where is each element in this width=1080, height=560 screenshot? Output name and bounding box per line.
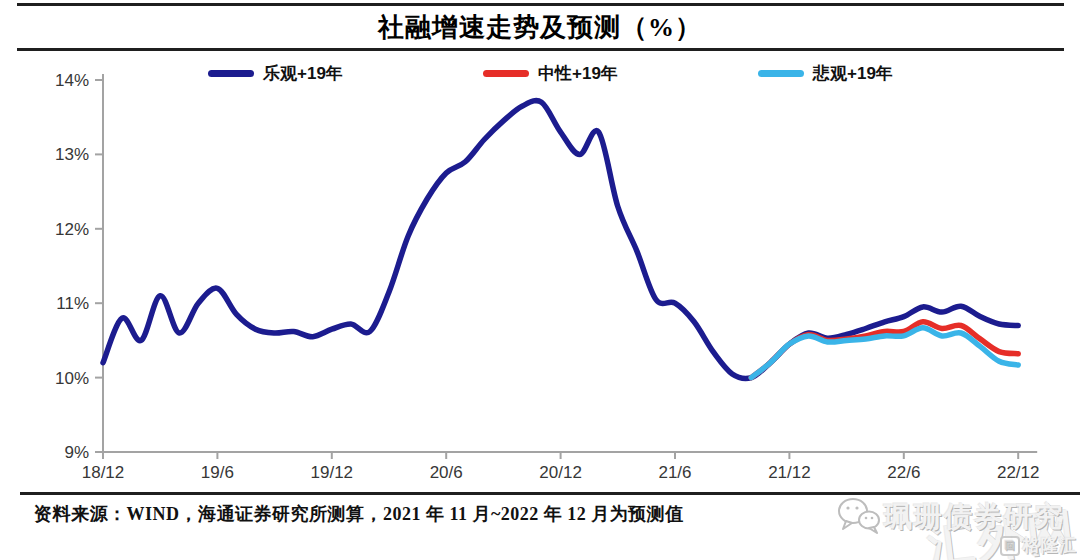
line-chart: 14% 13% 12% 11% 10% 9%18/12 19/6 19/12 20/6 20/12…: [0, 0, 1080, 490]
data-source-note: 资料来源：WIND，海通证券研究所测算，2021 年 11 月~2022 年 1…: [34, 502, 684, 526]
x-axis-label: 19/6: [201, 463, 234, 482]
gelonghui-logo-icon: 回: [1000, 536, 1020, 556]
neutral-line: [751, 322, 1018, 378]
x-axis-label: 21/6: [658, 463, 691, 482]
y-axis-label: 11%: [56, 294, 89, 313]
x-axis-label: 21/12: [768, 463, 811, 482]
gelonghui-logo-text: 格隆汇: [1023, 534, 1077, 557]
x-axis-label: 18/12: [82, 463, 125, 482]
y-axis-label: 13%: [55, 145, 89, 164]
x-axis-label: 22/12: [997, 463, 1040, 482]
axis-lines: [103, 74, 1037, 452]
y-axis-label: 14%: [55, 71, 89, 90]
footer-divider-line: [20, 492, 1080, 495]
x-axis-label: 20/6: [430, 463, 463, 482]
y-axis-label: 12%: [55, 220, 89, 239]
y-axis-label: 9%: [64, 443, 89, 462]
x-axis-label: 22/6: [887, 463, 920, 482]
gelonghui-logo: 回 格隆汇: [1000, 534, 1077, 557]
wechat-account-watermark: 珮珊债券研究: [884, 498, 1064, 536]
site-watermark: 汇外网: [925, 499, 1080, 560]
x-axis-label: 19/12: [311, 463, 354, 482]
y-axis-label: 10%: [55, 369, 89, 388]
wechat-icon: [836, 496, 882, 534]
x-axis-label: 20/12: [539, 463, 582, 482]
